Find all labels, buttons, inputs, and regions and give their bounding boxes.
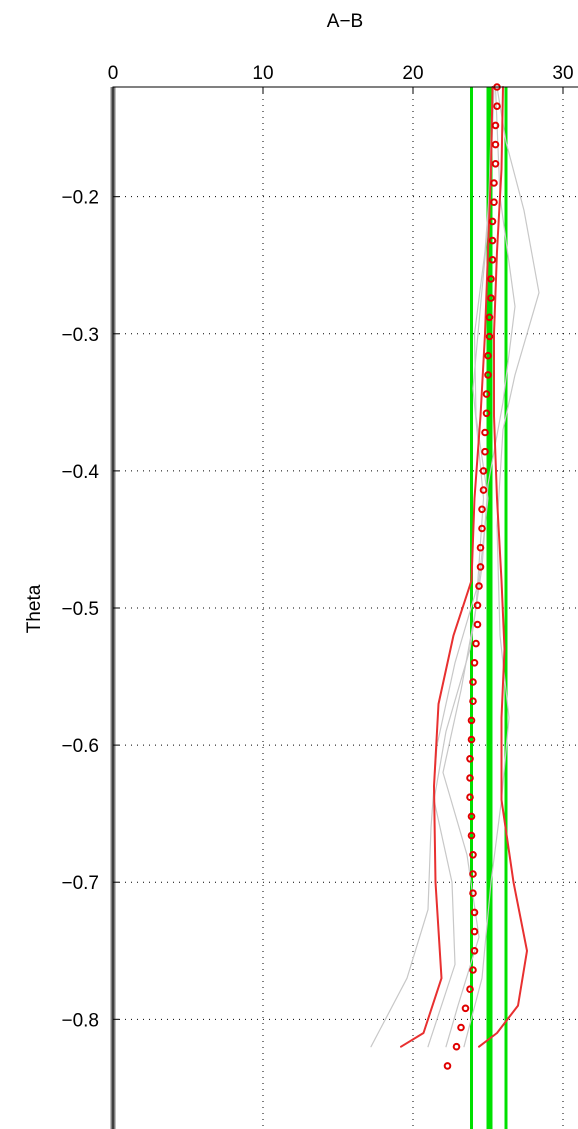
data-point-marker [469,870,477,878]
series-layer [110,83,540,1129]
data-point-marker [466,755,474,763]
data-point-marker [469,678,477,686]
data-point-marker [461,1004,470,1013]
data-point-marker [478,505,486,514]
gray-sample-line [442,86,494,1048]
chart-title: A−B [327,11,363,32]
data-point-marker [484,371,492,379]
data-point-marker [493,102,501,110]
data-point-marker [485,332,494,341]
data-point-marker [482,409,491,418]
gray-sample-line [463,86,540,1048]
data-point-marker [490,198,498,206]
data-point-marker [467,735,476,744]
red-envelope-line [478,86,528,1048]
data-point-marker [491,121,500,130]
grid [113,87,578,1129]
data-point-marker [470,947,479,955]
data-point-marker [487,294,495,302]
data-point-marker [491,140,500,149]
data-point-marker [478,524,486,533]
data-point-marker [488,236,497,245]
data-point-marker [482,390,491,398]
gray-sample-line [370,86,495,1048]
data-point-marker [470,927,479,936]
y-tick-label: −0.2 [61,188,99,209]
data-point-marker [457,1023,465,1032]
y-tick-label: −0.3 [61,325,99,346]
data-point-marker [472,639,480,648]
data-point-marker [488,217,497,226]
data-point-marker [452,1042,461,1051]
data-point-marker [484,351,492,360]
data-point-marker [469,966,477,974]
data-point-marker [481,447,489,456]
x-tick-label: 0 [108,63,119,84]
data-point-marker [488,256,497,264]
y-tick-label: −0.6 [61,736,99,757]
data-point-marker [487,275,495,283]
data-point-marker [469,851,477,859]
data-point-marker [470,659,479,667]
data-point-marker [443,1062,452,1070]
data-point-marker [466,793,474,802]
data-point-marker [470,908,479,917]
data-point-marker [466,985,474,994]
data-point-marker [469,889,477,898]
data-point-marker [467,831,476,840]
plot-frame [112,86,578,1129]
x-tick-label: 10 [252,63,273,84]
axes: 0 10 20 30 −0.2 −0.3 −0.4 −0.5 −0.6 −0.7 −0.8 [61,63,573,1031]
data-point-marker [473,601,482,610]
data-point-marker [479,486,488,494]
data-point-marker [467,812,476,821]
data-point-marker [473,620,482,629]
y-tick-label: −0.7 [61,873,99,894]
data-point-marker [476,563,485,571]
data-point-marker [479,467,488,475]
x-tick-label: 20 [402,63,423,84]
data-point-marker [490,179,498,187]
data-point-marker [475,582,483,590]
data-point-marker [469,697,477,706]
x-tick-label: 30 [552,63,573,84]
data-point-marker [466,774,474,782]
data-point-marker [467,716,476,725]
data-point-marker [476,543,485,552]
y-tick-label: −0.4 [61,462,99,483]
data-point-marker [485,313,494,322]
red-envelope-line [400,86,494,1048]
y-tick-label: −0.5 [61,599,99,620]
data-point-marker [481,428,489,437]
y-tick-label: −0.8 [61,1010,99,1031]
y-axis-label: Theta [24,584,45,633]
data-point-marker [491,160,500,168]
